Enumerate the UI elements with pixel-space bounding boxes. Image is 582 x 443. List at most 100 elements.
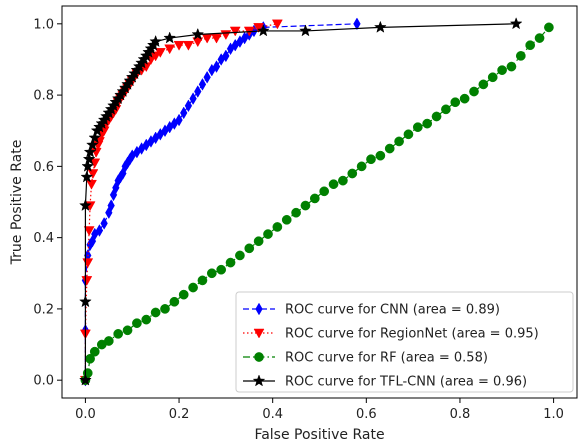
- y-tick-label: 0.8: [33, 89, 54, 104]
- data-point: [164, 44, 176, 55]
- data-point: [253, 23, 265, 33]
- y-tick-label: 0.6: [33, 160, 54, 175]
- legend: ROC curve for CNN (area = 0.89) ROC curve…: [235, 291, 574, 393]
- data-point: [154, 48, 166, 58]
- legend-label: ROC curve for CNN (area = 0.89): [285, 303, 500, 318]
- x-tick-label: 0.6: [356, 407, 377, 422]
- data-point: [83, 145, 97, 158]
- data-point: [122, 325, 133, 336]
- data-point: [272, 222, 283, 232]
- legend-label: ROC curve for TFL-CNN (area = 0.96): [285, 375, 527, 390]
- data-point: [180, 106, 188, 120]
- data-point: [309, 193, 320, 204]
- data-point: [163, 31, 177, 44]
- data-point: [450, 97, 461, 108]
- y-tick-label: 0.4: [33, 231, 54, 246]
- data-point: [384, 143, 395, 154]
- data-point: [225, 257, 236, 268]
- data-point: [86, 179, 97, 190]
- data-point: [141, 314, 152, 325]
- data-point: [83, 226, 95, 237]
- data-point: [149, 34, 163, 48]
- x-axis: 0.0 0.2 0.4 0.6 0.8 1.0: [75, 398, 564, 422]
- x-tick-label: 0.4: [262, 407, 283, 422]
- data-point: [222, 49, 230, 63]
- y-axis-label: True Positive Rate: [9, 140, 25, 266]
- y-tick-label: 0.0: [33, 374, 54, 389]
- data-point: [107, 199, 115, 212]
- data-point: [478, 79, 489, 90]
- data-point: [319, 186, 330, 197]
- data-point: [403, 129, 414, 140]
- data-point: [253, 236, 264, 247]
- data-point: [206, 268, 217, 279]
- data-point: [86, 138, 99, 151]
- data-point: [525, 40, 536, 51]
- data-point: [328, 179, 339, 190]
- data-point: [244, 243, 255, 254]
- data-point: [184, 99, 193, 113]
- data-point: [175, 113, 183, 127]
- data-point: [412, 122, 423, 133]
- legend-marker: [252, 374, 266, 387]
- data-point: [263, 229, 273, 239]
- data-point: [487, 72, 498, 83]
- data-point: [79, 373, 92, 386]
- series-3: [79, 17, 523, 386]
- x-tick-label: 0.2: [169, 407, 190, 422]
- data-point: [431, 111, 442, 122]
- data-point: [197, 275, 208, 286]
- data-point: [509, 17, 523, 30]
- data-point: [150, 51, 162, 62]
- data-point: [441, 104, 451, 115]
- x-tick-label: 0.8: [450, 407, 471, 422]
- data-point: [169, 296, 180, 307]
- data-point: [189, 92, 197, 106]
- data-point: [79, 198, 92, 212]
- legend-marker: [254, 352, 264, 362]
- y-tick-label: 0.2: [33, 302, 54, 317]
- data-point: [178, 289, 189, 300]
- data-point: [256, 24, 270, 37]
- legend-marker: [255, 302, 263, 316]
- data-point: [80, 170, 94, 183]
- data-point: [347, 168, 358, 179]
- data-point: [299, 24, 312, 37]
- data-point: [203, 70, 211, 84]
- data-point: [235, 250, 245, 261]
- data-point: [194, 85, 202, 98]
- data-point: [79, 295, 92, 308]
- data-point: [394, 136, 404, 147]
- data-point: [497, 65, 507, 75]
- data-point: [82, 152, 96, 165]
- data-point: [459, 93, 470, 104]
- data-point: [191, 27, 205, 40]
- data-point: [271, 19, 283, 30]
- data-point: [506, 61, 517, 72]
- data-point: [192, 37, 204, 48]
- x-tick-label: 1.0: [543, 407, 564, 422]
- data-point: [373, 20, 387, 33]
- data-point: [229, 26, 241, 37]
- data-point: [422, 118, 433, 129]
- data-point: [469, 86, 479, 97]
- data-point: [88, 131, 102, 144]
- x-tick-label: 0.0: [75, 407, 96, 422]
- legend-marker: [253, 328, 265, 339]
- data-point: [160, 304, 170, 314]
- data-point: [300, 200, 311, 211]
- data-point: [95, 224, 104, 237]
- y-axis: 0.0 0.2 0.4 0.6 0.8 1.0: [33, 17, 62, 389]
- data-point: [291, 207, 301, 218]
- legend-box: [235, 291, 574, 393]
- legend-label: ROC curve for RF (area = 0.58): [285, 351, 488, 366]
- data-point: [366, 154, 376, 165]
- data-point: [103, 336, 114, 346]
- data-point: [544, 22, 554, 33]
- data-point: [353, 17, 361, 31]
- data-point: [87, 169, 99, 180]
- data-point: [81, 159, 95, 172]
- data-point: [281, 214, 292, 225]
- data-point: [515, 51, 526, 61]
